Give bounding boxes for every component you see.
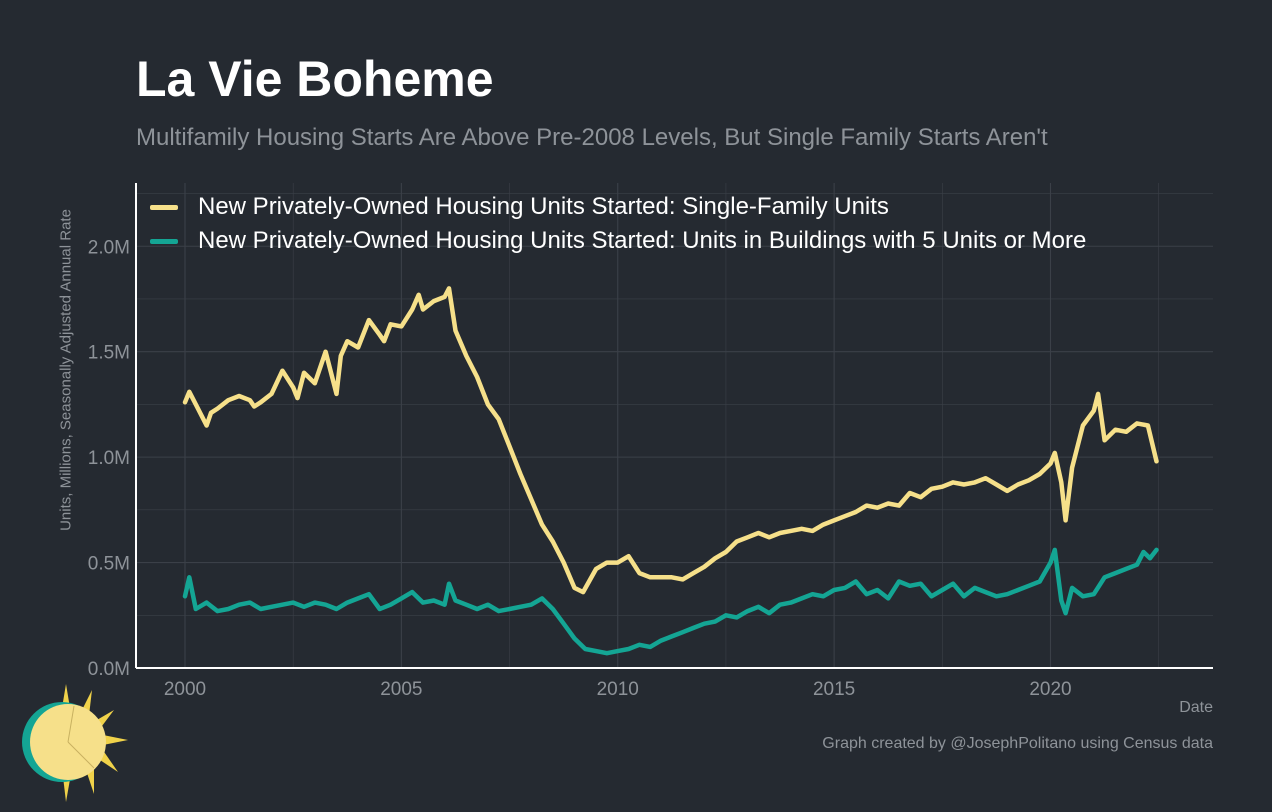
y-tick-label: 1.5M bbox=[88, 343, 130, 364]
x-axis-label: Date bbox=[1179, 699, 1213, 716]
y-axis-label: Units, Millions, Seasonally Adjusted Ann… bbox=[57, 209, 75, 531]
x-tick-label: 2015 bbox=[813, 679, 855, 700]
chart-subtitle: Multifamily Housing Starts Are Above Pre… bbox=[136, 124, 1048, 151]
legend-label-single-family: New Privately-Owned Housing Units Starte… bbox=[198, 193, 889, 220]
credit-text: Graph created by @JosephPolitano using C… bbox=[822, 735, 1213, 752]
legend-swatch-single-family bbox=[150, 204, 178, 210]
legend-item-multifamily: New Privately-Owned Housing Units Starte… bbox=[150, 224, 1086, 258]
legend: New Privately-Owned Housing Units Starte… bbox=[150, 190, 1086, 258]
y-tick-label: 0.0M bbox=[88, 659, 130, 680]
axis-ticks: 0.0M 0.5M 1.0M 1.5M 2.0M 2000 2005 2010 2015 2020 bbox=[88, 237, 1072, 700]
chart-title: La Vie Boheme bbox=[136, 51, 494, 107]
y-tick-label: 1.0M bbox=[88, 448, 130, 469]
series-lines bbox=[182, 286, 1159, 656]
legend-item-single-family: New Privately-Owned Housing Units Starte… bbox=[150, 190, 1086, 224]
x-tick-label: 2010 bbox=[597, 679, 639, 700]
sun-icon bbox=[22, 684, 128, 802]
y-tick-label: 0.5M bbox=[88, 554, 130, 575]
legend-label-multifamily: New Privately-Owned Housing Units Starte… bbox=[198, 227, 1087, 254]
series-line-multifamily bbox=[182, 547, 1159, 656]
x-tick-label: 2005 bbox=[380, 679, 422, 700]
series-line-single-family bbox=[182, 286, 1159, 595]
x-tick-label: 2000 bbox=[164, 679, 206, 700]
legend-swatch-multifamily bbox=[150, 238, 178, 244]
y-tick-label: 2.0M bbox=[88, 237, 130, 258]
x-tick-label: 2020 bbox=[1029, 679, 1071, 700]
